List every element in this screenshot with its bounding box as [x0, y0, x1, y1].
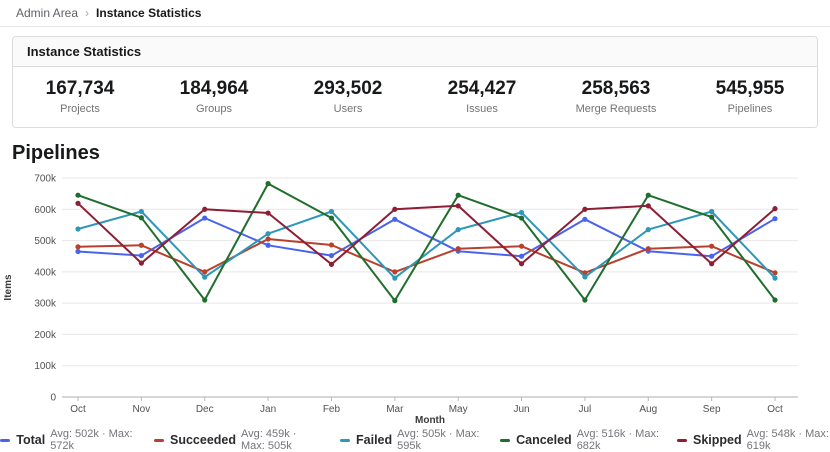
svg-text:600k: 600k	[34, 205, 57, 216]
stat-value: 258,563	[581, 78, 651, 99]
chart-canvas[interactable]: 0 100k 200k 300k 400k 500k 600k 700k Oct Nov Dec Ja…	[0, 167, 830, 426]
svg-text:400k: 400k	[34, 267, 57, 278]
svg-text:Month: Month	[415, 415, 445, 425]
legend-series-stats: Avg: 516k · Max: 682k	[576, 428, 660, 452]
svg-text:500k: 500k	[34, 236, 57, 247]
breadcrumb-current-page: Instance Statistics	[96, 6, 202, 20]
stat-label: Pipelines	[727, 103, 773, 115]
svg-text:Dec: Dec	[196, 404, 214, 415]
svg-text:0: 0	[50, 393, 56, 404]
pipelines-chart-title: Pipelines	[12, 142, 100, 164]
stat-value: 167,734	[45, 78, 115, 99]
svg-text:Aug: Aug	[639, 404, 657, 415]
breadcrumb: Admin Area › Instance Statistics	[0, 0, 830, 27]
svg-text:Jul: Jul	[579, 404, 592, 415]
svg-text:May: May	[449, 404, 468, 415]
svg-text:200k: 200k	[34, 330, 57, 341]
stat-value: 545,955	[715, 78, 785, 99]
legend-series-name: Canceled	[516, 433, 572, 447]
legend-series-name: Total	[16, 433, 46, 447]
legend-item-succeeded[interactable]: Succeeded Avg: 459k · Max: 505k	[154, 428, 322, 452]
stat-projects: 167,734 Projects	[13, 78, 147, 115]
stat-label: Users	[333, 103, 363, 115]
legend-series-stats: Avg: 502k · Max: 572k	[50, 428, 133, 452]
legend-item-failed[interactable]: Failed Avg: 505k · Max: 595k	[339, 428, 482, 452]
stat-value: 254,427	[447, 78, 517, 99]
legend-item-canceled[interactable]: Canceled Avg: 516k · Max: 682k	[500, 428, 659, 452]
card-title: Instance Statistics	[13, 37, 817, 67]
pipelines-line-chart[interactable]: 0 100k 200k 300k 400k 500k 600k 700k Oct Nov Dec Ja…	[0, 167, 830, 426]
legend-series-name: Failed	[356, 433, 393, 447]
stat-label: Merge Requests	[575, 103, 657, 115]
svg-text:Feb: Feb	[323, 404, 341, 415]
legend-series-stats: Avg: 459k · Max: 505k	[241, 428, 297, 452]
breadcrumb-separator-icon: ›	[85, 6, 90, 20]
chart-legend: Total Avg: 502k · Max: 572k Succeeded Av…	[0, 428, 830, 452]
legend-series-name: Skipped	[693, 433, 742, 447]
legend-series-stats: Avg: 505k · Max: 595k	[397, 428, 480, 452]
legend-series-stats: Avg: 548k · Max: 619k	[746, 428, 829, 452]
stat-merge-requests: 258,563 Merge Requests	[549, 78, 683, 115]
stat-label: Projects	[60, 103, 100, 115]
stat-users: 293,502 Users	[281, 78, 415, 115]
stat-label: Issues	[466, 103, 498, 115]
svg-text:Nov: Nov	[132, 404, 150, 415]
stat-label: Groups	[195, 103, 233, 115]
svg-text:300k: 300k	[34, 299, 57, 310]
stat-value: 293,502	[313, 78, 383, 99]
legend-series-name: Succeeded	[169, 433, 236, 447]
stat-value: 184,964	[179, 78, 249, 99]
svg-text:Jun: Jun	[513, 404, 529, 415]
skipped-series-swatch-icon	[677, 438, 687, 442]
svg-text:Mar: Mar	[386, 404, 404, 415]
failed-series-swatch-icon	[339, 438, 351, 442]
svg-text:Oct: Oct	[70, 404, 86, 415]
canceled-series-swatch-icon	[500, 438, 511, 442]
svg-text:Items: Items	[3, 274, 14, 301]
legend-item-skipped[interactable]: Skipped Avg: 548k · Max: 619k	[677, 428, 830, 452]
legend-item-total[interactable]: Total Avg: 502k · Max: 572k	[0, 428, 136, 452]
stat-groups: 184,964 Groups	[147, 78, 281, 115]
succeeded-series-swatch-icon	[154, 438, 164, 442]
svg-text:Sep: Sep	[703, 404, 721, 415]
total-series-swatch-icon	[0, 438, 11, 442]
svg-text:Oct: Oct	[767, 404, 783, 415]
stat-pipelines: 545,955 Pipelines	[683, 78, 817, 115]
svg-text:700k: 700k	[34, 174, 57, 185]
svg-text:100k: 100k	[34, 361, 57, 372]
svg-text:Jan: Jan	[260, 404, 276, 415]
breadcrumb-admin-area-link[interactable]: Admin Area	[16, 6, 79, 20]
instance-statistics-card: Instance Statistics 167,734 Projects 184…	[12, 36, 818, 128]
stat-issues: 254,427 Issues	[415, 78, 549, 115]
stats-row: 167,734 Projects 184,964 Groups 293,502 …	[13, 67, 817, 127]
